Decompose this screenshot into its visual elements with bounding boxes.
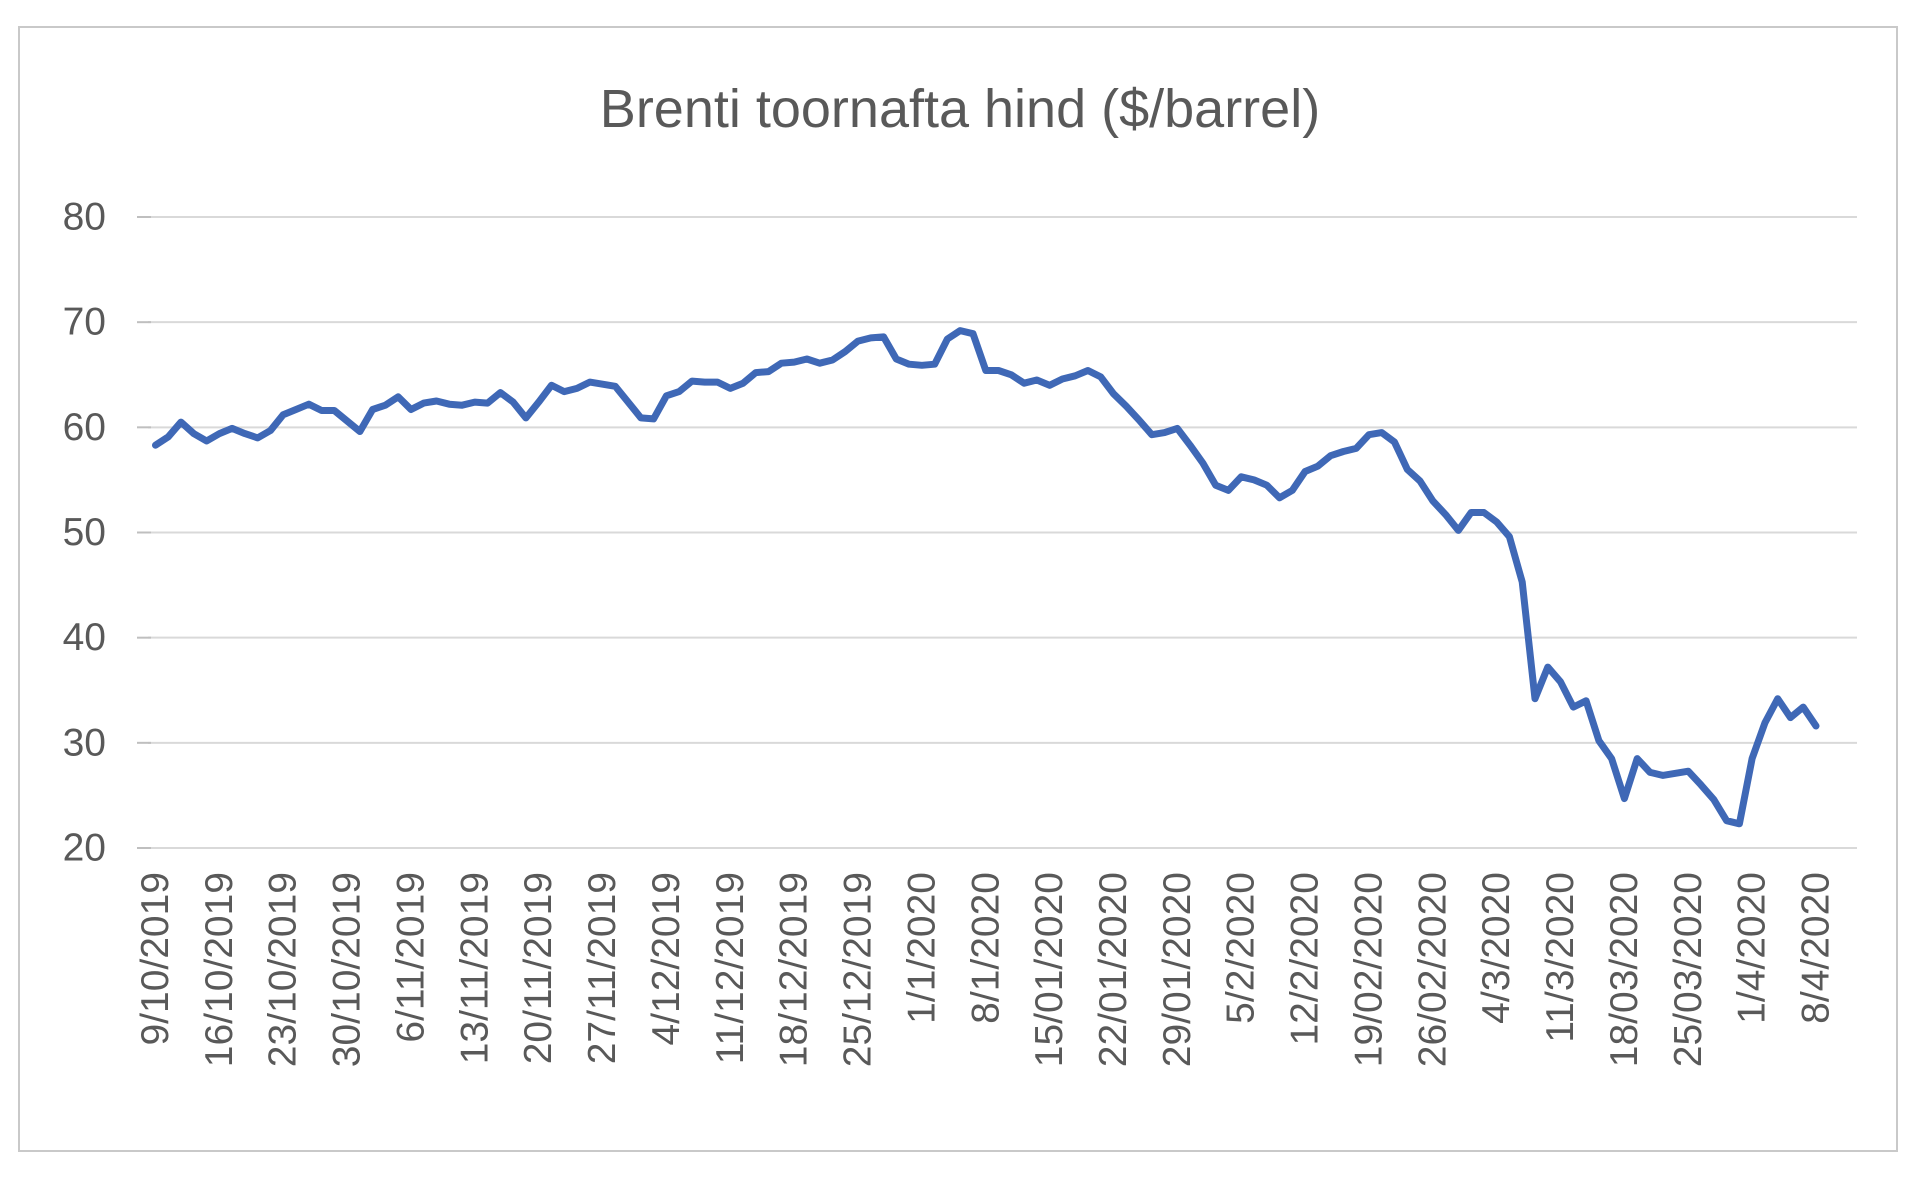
x-tick-label: 30/10/2019: [326, 872, 369, 1067]
x-tick-label: 13/11/2019: [453, 872, 496, 1064]
y-tick-label: 30: [63, 721, 106, 764]
x-tick-label: 15/01/2020: [1028, 872, 1071, 1067]
price-line-series: [152, 327, 1820, 828]
y-tick-label: 50: [63, 511, 106, 554]
chart-title: Brenti toornafta hind ($/barrel): [599, 79, 1321, 139]
x-tick-label: 4/12/2019: [645, 872, 688, 1046]
x-tick-label: 11/12/2019: [709, 872, 752, 1064]
x-tick-label: 29/01/2020: [1156, 872, 1199, 1067]
x-tick-label: 20/11/2019: [517, 872, 560, 1064]
x-tick-label: 27/11/2019: [581, 872, 624, 1064]
x-tick-label: 8/1/2020: [964, 872, 1007, 1024]
x-tick-label: 5/2/2020: [1220, 872, 1263, 1024]
y-tick-label: 80: [63, 196, 106, 239]
x-tick-label: 4/3/2020: [1475, 872, 1518, 1024]
x-tick-label: 1/1/2020: [900, 872, 943, 1024]
x-tick-label: 9/10/2019: [134, 872, 177, 1046]
y-tick-label: 40: [63, 616, 106, 659]
x-tick-label: 12/2/2020: [1284, 872, 1327, 1046]
x-tick-label: 25/03/2020: [1667, 872, 1710, 1067]
y-tick-label: 60: [63, 406, 106, 449]
x-tick-label: 19/02/2020: [1347, 872, 1390, 1067]
y-tick-label: 70: [63, 301, 106, 344]
x-tick-label: 1/4/2020: [1731, 872, 1774, 1024]
x-tick-label: 18/12/2019: [773, 872, 816, 1067]
y-tick-label: 20: [63, 827, 106, 870]
x-tick-label: 23/10/2019: [262, 872, 305, 1067]
x-tick-label: 25/12/2019: [837, 872, 880, 1067]
chart-frame: Brenti toornafta hind ($/barrel): [18, 26, 1898, 1152]
x-tick-label: 8/4/2020: [1795, 872, 1838, 1024]
x-tick-label: 26/02/2020: [1411, 872, 1454, 1067]
x-tick-label: 22/01/2020: [1092, 872, 1135, 1067]
x-tick-label: 18/03/2020: [1603, 872, 1646, 1067]
x-tick-label: 6/11/2019: [389, 872, 432, 1043]
x-tick-label: 16/10/2019: [198, 872, 241, 1067]
x-tick-label: 11/3/2020: [1539, 872, 1582, 1043]
